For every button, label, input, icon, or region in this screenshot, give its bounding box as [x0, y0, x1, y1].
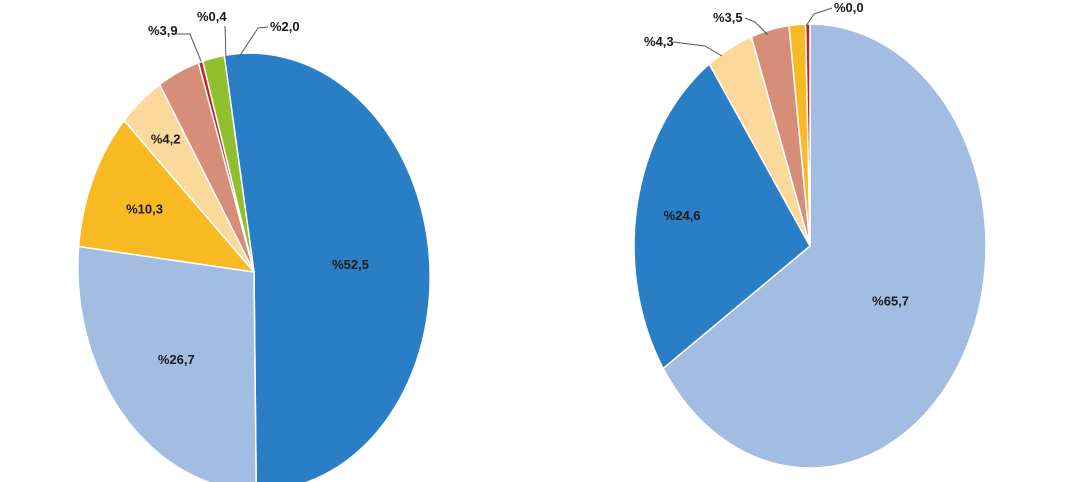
pie0-leader-line-6 — [238, 26, 269, 58]
pie0-slice-1 — [77, 245, 257, 482]
pie0-slice-4 — [158, 61, 255, 273]
pie0-slice-3 — [123, 83, 255, 273]
pie1-callout-label-6: %0,0 — [834, 0, 864, 15]
pie1-slice-0 — [662, 23, 987, 469]
pie1-callout-label-3: %3,5 — [713, 10, 743, 25]
pie1-callout-label-2: %4,3 — [644, 34, 674, 49]
pie1-slice-label-0: %65,7 — [872, 294, 909, 309]
pie1-slice-2 — [708, 35, 811, 247]
pie1-leader-line-6 — [805, 7, 833, 27]
pie1-slice-label-1: %24,6 — [664, 208, 701, 223]
pie0-callout-label-4: %3,9 — [148, 23, 178, 38]
pie0-slice-label-3: %4,2 — [151, 132, 181, 147]
pie1-slice-1 — [633, 63, 811, 370]
right-pie-chart: %65,7 %24,6 %4,3 %3,5 %0,0 — [633, 0, 987, 469]
pie0-leader-line-5 — [224, 25, 227, 59]
pie0-leader-line-4 — [176, 33, 206, 72]
pie0-slice-0 — [223, 52, 431, 482]
pie0-slice-2 — [77, 119, 255, 273]
pie0-slice-label-0: %52,5 — [332, 257, 369, 272]
pie1-leader-line-2 — [672, 41, 723, 57]
pie0-slice-label-2: %10,3 — [126, 202, 163, 217]
pie0-slice-label-1: %26,7 — [158, 352, 195, 367]
pie1-slice-3 — [750, 24, 811, 247]
left-pie-chart: %52,5 %26,7 %10,3 %4,2 %3,9 %0,4 %2,0 — [77, 9, 431, 482]
pie0-callout-label-5: %0,4 — [197, 9, 227, 24]
pie0-slice-6 — [201, 54, 255, 273]
pie0-callout-label-6: %2,0 — [270, 19, 300, 34]
pie1-leader-line-3 — [744, 17, 769, 36]
